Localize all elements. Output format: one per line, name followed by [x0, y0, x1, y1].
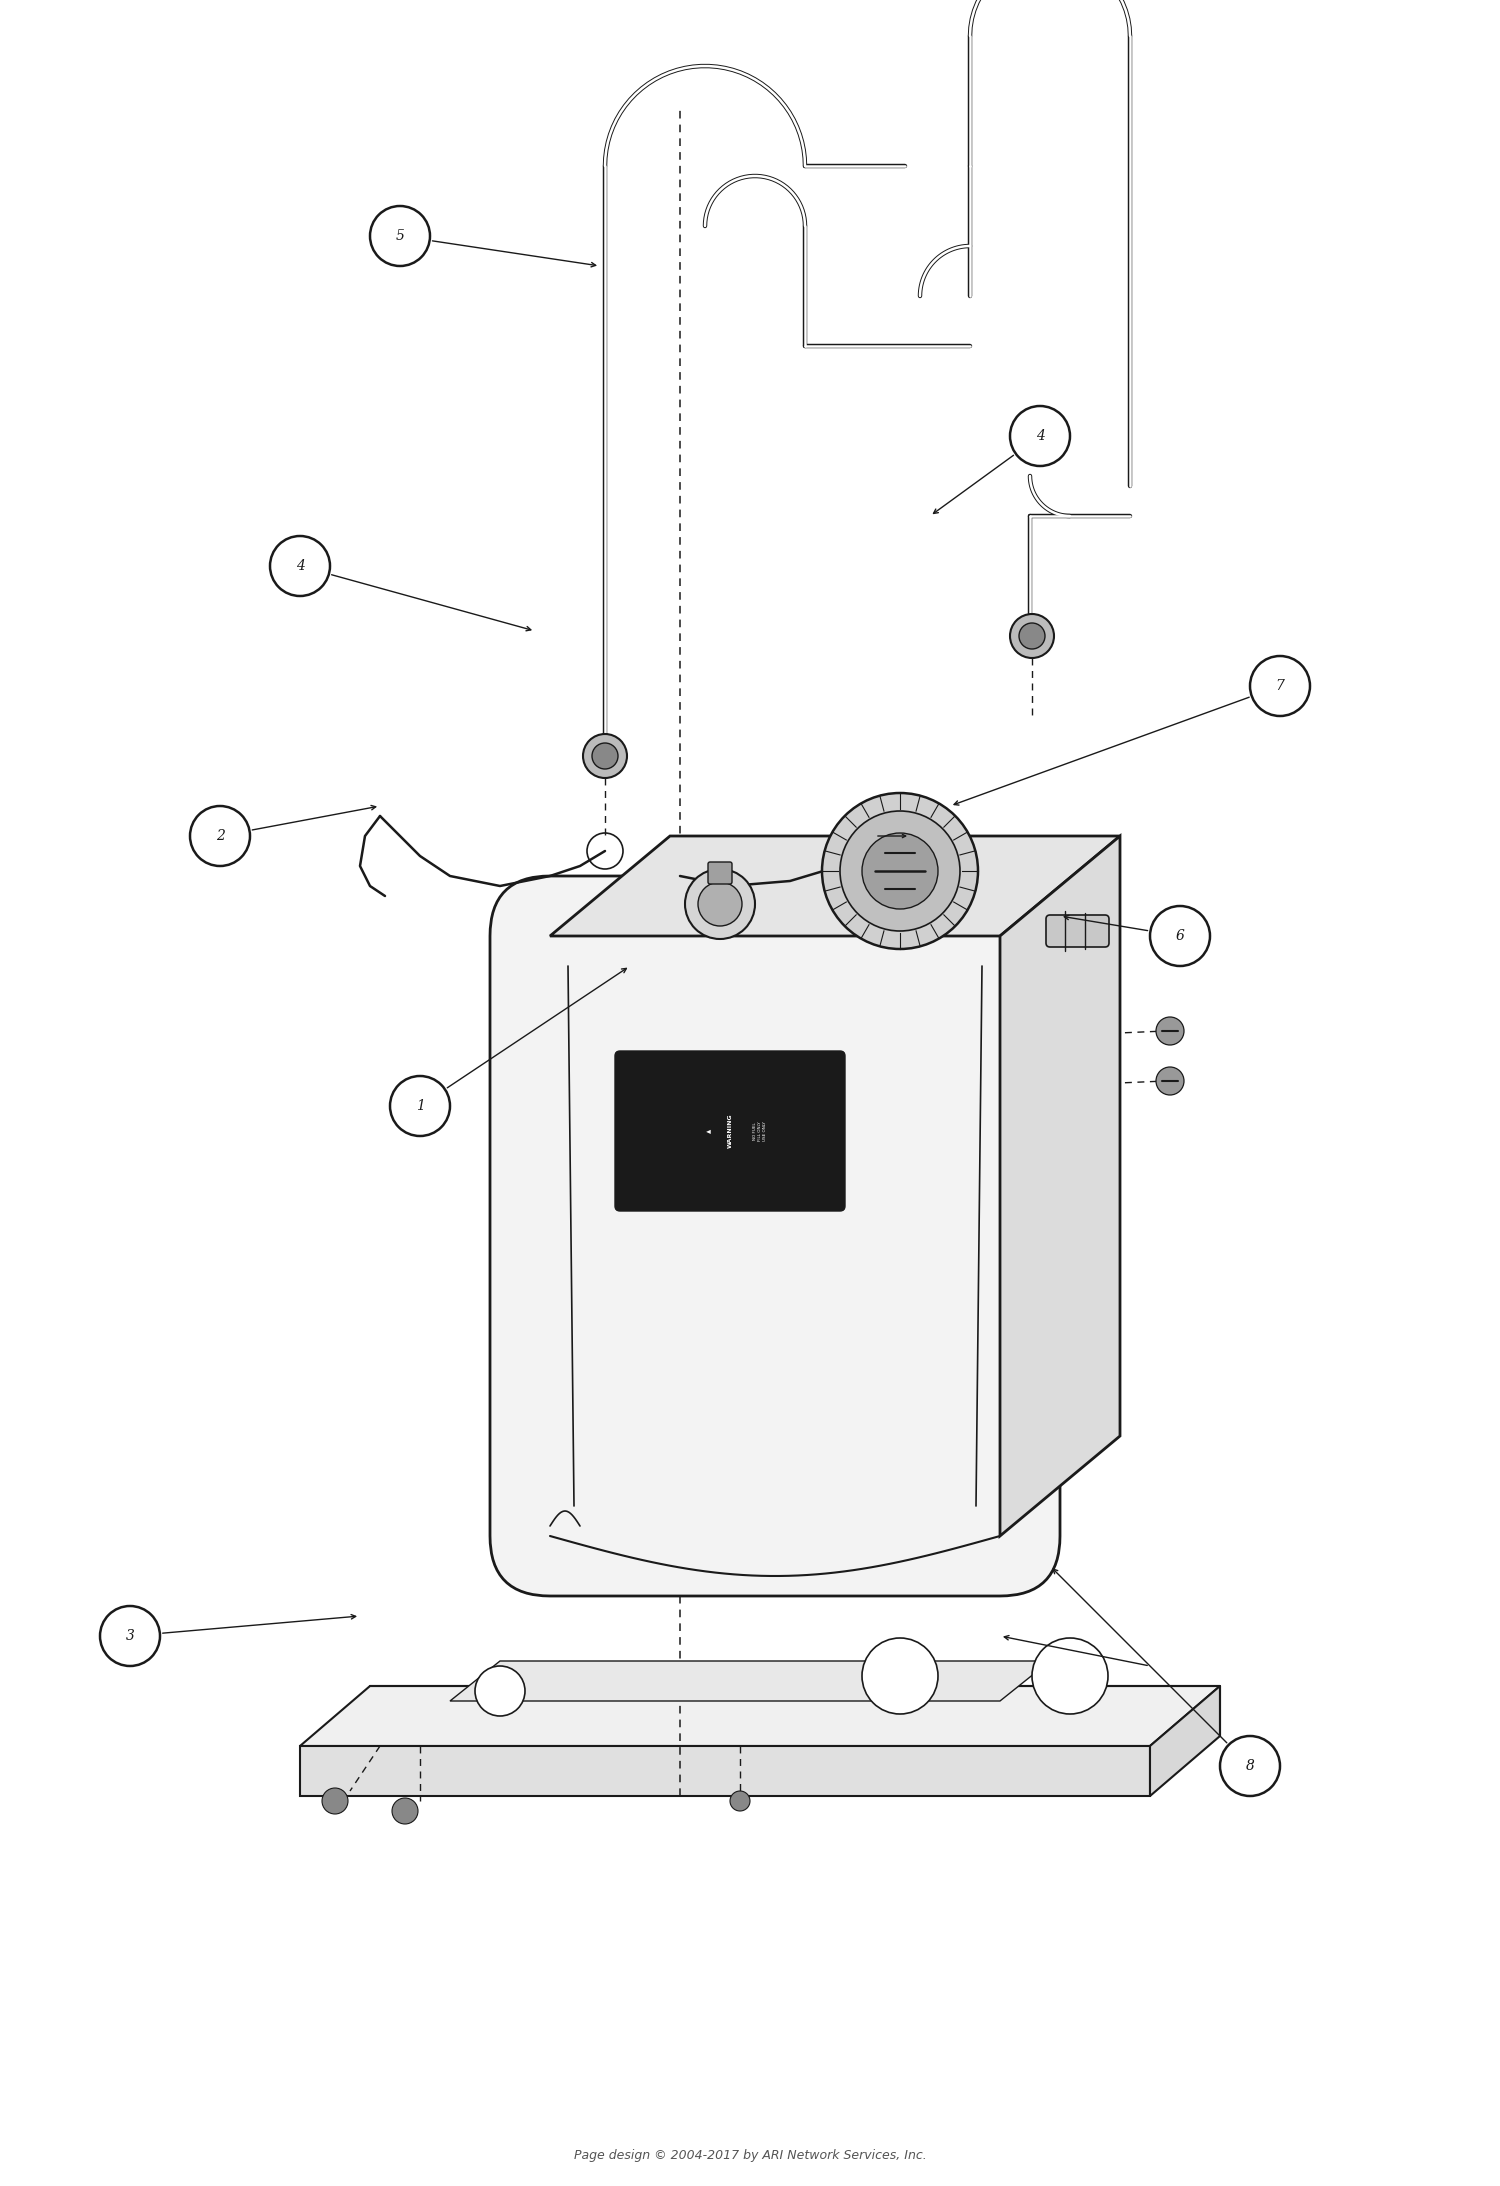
- Polygon shape: [1000, 835, 1120, 1537]
- Polygon shape: [550, 835, 1120, 936]
- Text: Page design © 2004-2017 by ARI Network Services, Inc.: Page design © 2004-2017 by ARI Network S…: [573, 2149, 927, 2162]
- Circle shape: [862, 833, 938, 909]
- Circle shape: [686, 870, 754, 940]
- Text: WARNING: WARNING: [728, 1113, 732, 1148]
- Text: 2: 2: [216, 828, 225, 844]
- Circle shape: [862, 1637, 938, 1714]
- Text: ARI: ARI: [578, 898, 922, 1073]
- Circle shape: [1250, 656, 1310, 717]
- Circle shape: [190, 807, 250, 866]
- Circle shape: [592, 743, 618, 769]
- Circle shape: [584, 734, 627, 778]
- Circle shape: [270, 536, 330, 597]
- Circle shape: [698, 881, 742, 927]
- Polygon shape: [450, 1661, 1050, 1701]
- Circle shape: [730, 1790, 750, 1810]
- Circle shape: [1156, 1016, 1184, 1045]
- Text: NO FUEL
FILL ONLY
USE ONLY: NO FUEL FILL ONLY USE ONLY: [753, 1121, 766, 1141]
- Text: 7: 7: [1275, 680, 1284, 693]
- Text: 3: 3: [126, 1629, 135, 1644]
- Circle shape: [100, 1607, 160, 1666]
- Circle shape: [370, 205, 430, 267]
- Circle shape: [1019, 623, 1046, 649]
- Circle shape: [840, 811, 960, 931]
- FancyBboxPatch shape: [708, 861, 732, 883]
- Polygon shape: [300, 1685, 1220, 1747]
- Text: 5: 5: [396, 230, 405, 243]
- FancyBboxPatch shape: [1046, 916, 1108, 947]
- Circle shape: [390, 1076, 450, 1137]
- Circle shape: [476, 1666, 525, 1716]
- Polygon shape: [300, 1747, 1150, 1797]
- Circle shape: [392, 1799, 418, 1823]
- Text: 4: 4: [296, 560, 304, 573]
- Circle shape: [822, 794, 978, 949]
- Circle shape: [1220, 1736, 1280, 1797]
- Circle shape: [1156, 1067, 1184, 1095]
- Text: 8: 8: [1245, 1760, 1254, 1773]
- FancyBboxPatch shape: [490, 877, 1060, 1596]
- Text: 4: 4: [1035, 428, 1044, 444]
- Circle shape: [1150, 905, 1210, 966]
- FancyBboxPatch shape: [615, 1051, 844, 1211]
- Polygon shape: [1150, 1685, 1220, 1797]
- Circle shape: [322, 1788, 348, 1814]
- Circle shape: [1010, 614, 1054, 658]
- Text: 6: 6: [1176, 929, 1185, 942]
- Circle shape: [1032, 1637, 1108, 1714]
- Circle shape: [1010, 407, 1070, 466]
- Text: ▲: ▲: [708, 1128, 712, 1132]
- Text: 1: 1: [416, 1100, 424, 1113]
